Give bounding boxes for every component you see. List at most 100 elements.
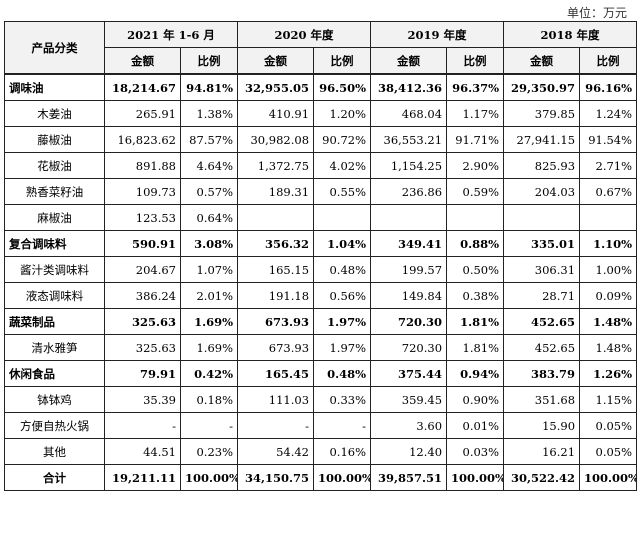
row-label: 休闲食品 [4,360,105,387]
product-row: 清水雅笋 325.63 1.69% 673.93 1.97% 720.30 1.81% 452… [4,334,638,361]
ratio-cell [446,204,505,231]
product-row: 钵钵鸡 35.39 0.18% 111.03 0.33% 359.45 0.90% 351.6… [4,386,638,413]
ratio-cell: 0.23% [179,438,239,465]
ratio-cell: 4.64% [179,152,239,179]
ratio-cell: 94.81% [179,73,239,101]
ratio-cell: 100.00% [313,464,372,491]
ratio-cell: 0.38% [446,282,505,309]
ratio-cell: 1.69% [179,334,239,361]
row-label: 复合调味料 [4,230,105,257]
row-label: 调味油 [4,73,105,101]
ratio-cell: 1.26% [579,360,638,387]
amount-cell: 359.45 [370,386,448,413]
amount-cell: 452.65 [503,308,581,335]
row-label: 其他 [4,438,105,465]
row-label: 藤椒油 [4,126,105,153]
unit-label: 单位：万元 [566,6,627,20]
ratio-cell: 0.09% [579,282,638,309]
amount-cell: 27,941.15 [503,126,581,153]
ratio-cell: 2.01% [179,282,239,309]
ratio-cell: 1.24% [579,100,638,127]
ratio-cell: 1.15% [579,386,638,413]
amount-cell: 16,823.62 [104,126,181,153]
amount-cell: 38,412.36 [370,73,448,101]
amount-cell: 590.91 [104,230,181,257]
header-ratio: 比例 [179,47,239,75]
amount-cell: 189.31 [237,178,315,205]
ratio-cell: 0.16% [313,438,372,465]
row-label: 合计 [4,464,105,491]
amount-cell: 673.93 [237,334,315,361]
ratio-cell: 0.33% [313,386,372,413]
ratio-cell: 0.50% [446,256,505,283]
ratio-cell: 1.38% [179,100,239,127]
ratio-cell: 100.00% [446,464,505,491]
ratio-cell: 3.08% [179,230,239,257]
amount-cell: 19,211.11 [104,464,181,491]
ratio-cell: 0.57% [179,178,239,205]
ratio-cell: 100.00% [579,464,638,491]
product-row: 熟香菜籽油 109.73 0.57% 189.31 0.55% 236.86 0.59% 20… [4,178,638,205]
ratio-cell: 91.54% [579,126,638,153]
ratio-cell: 90.72% [313,126,372,153]
amount-cell: 109.73 [104,178,181,205]
amount-cell: 720.30 [370,334,448,361]
ratio-cell: 87.57% [179,126,239,153]
table-body: 调味油 18,214.67 94.81% 32,955.05 96.50% 38,412.… [4,73,638,491]
header-category: 产品分类 [4,21,105,75]
category-row: 复合调味料 590.91 3.08% 356.32 1.04% 349.41 0.88% 33… [4,230,638,257]
amount-cell: 79.91 [104,360,181,387]
amount-cell: 306.31 [503,256,581,283]
amount-cell: 30,522.42 [503,464,581,491]
header-period: 2018 年度 [503,21,638,48]
ratio-cell: 96.16% [579,73,638,101]
ratio-cell: 1.20% [313,100,372,127]
row-label: 熟香菜籽油 [4,178,105,205]
amount-cell: - [104,412,181,439]
amount-cell: 12.40 [370,438,448,465]
ratio-cell: 0.48% [313,360,372,387]
row-label: 花椒油 [4,152,105,179]
row-label: 钵钵鸡 [4,386,105,413]
ratio-cell: 1.48% [579,308,638,335]
amount-cell: 15.90 [503,412,581,439]
amount-cell: 349.41 [370,230,448,257]
product-row: 花椒油 891.88 4.64% 1,372.75 4.02% 1,154.25 2.90%… [4,152,638,179]
product-row: 其他 44.51 0.23% 54.42 0.16% 12.40 0.03% 16.21 0.0… [4,438,638,465]
amount-cell [237,204,315,231]
header-row-metrics: 金额 比例 金额 比例 金额 比例 金额 比例 [5,47,638,75]
amount-cell: 199.57 [370,256,448,283]
amount-cell: 35.39 [104,386,181,413]
ratio-cell: 0.03% [446,438,505,465]
amount-cell: 165.15 [237,256,315,283]
header-row-periods: 产品分类 2021 年 1-6 月 2020 年度 2019 年度 2018 年… [4,21,638,75]
ratio-cell: 96.50% [313,73,372,101]
amount-cell: 1,372.75 [237,152,315,179]
ratio-cell: 1.07% [179,256,239,283]
amount-cell: 30,982.08 [237,126,315,153]
ratio-cell: 0.64% [179,204,239,231]
ratio-cell: 0.90% [446,386,505,413]
header-period: 2020 年度 [237,21,372,48]
amount-cell: 191.18 [237,282,315,309]
amount-cell: 383.79 [503,360,581,387]
category-row: 蔬菜制品 325.63 1.69% 673.93 1.97% 720.30 1.81% 452… [4,308,638,335]
amount-cell [503,204,581,231]
header-amount: 金额 [104,47,181,75]
header-period: 2021 年 1-6 月 [103,21,239,48]
ratio-cell: 1.97% [313,334,372,361]
amount-cell: 3.60 [370,412,448,439]
amount-cell [370,204,448,231]
ratio-cell: 1.10% [579,230,638,257]
row-label: 液态调味料 [4,282,105,309]
ratio-cell: 1.81% [446,308,505,335]
product-row: 方便自热火锅 - - - -3.60 0.01% 15.90 0.05% [4,412,638,439]
amount-cell: 34,150.75 [237,464,315,491]
ratio-cell: 0.88% [446,230,505,257]
product-row: 麻椒油 123.53 0.64% [4,204,638,231]
amount-cell: 410.91 [237,100,315,127]
product-row: 液态调味料 386.24 2.01% 191.18 0.56% 149.84 0.38% 28… [4,282,638,309]
row-label: 方便自热火锅 [4,412,105,439]
ratio-cell: 1.48% [579,334,638,361]
amount-cell: 204.03 [503,178,581,205]
